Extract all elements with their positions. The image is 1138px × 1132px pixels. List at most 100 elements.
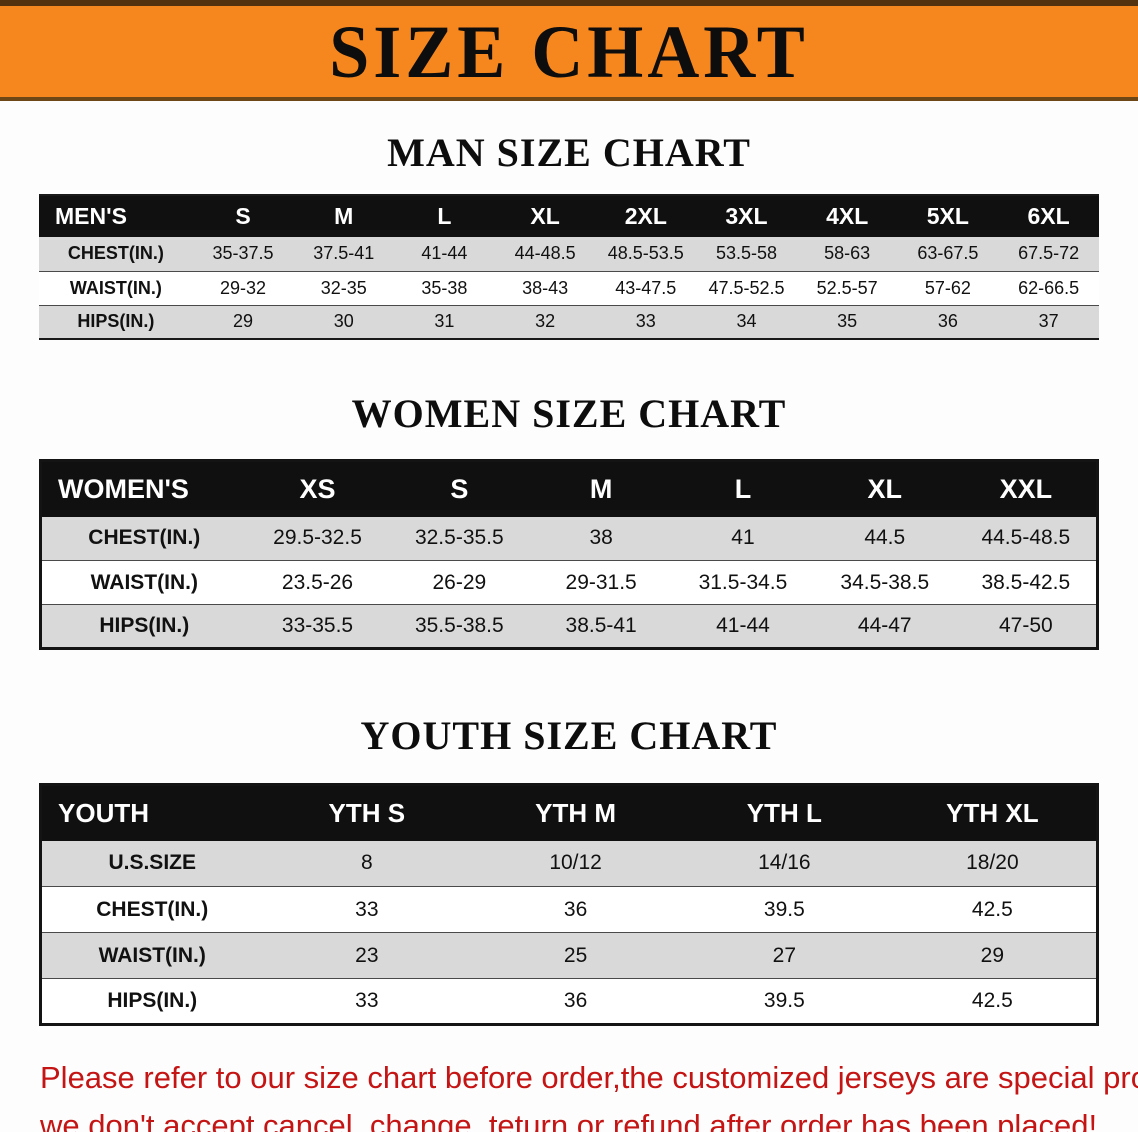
section-women: WOMEN SIZE CHART WOMEN'S XS S M L XL XXL CHEST(… xyxy=(0,390,1138,650)
notice-line-1: Please refer to our size chart before or… xyxy=(40,1060,1138,1095)
size-header-cell: 6XL xyxy=(998,195,1099,237)
measurement-row: HIPS(IN.) 29 30 31 32 33 34 35 36 37 xyxy=(39,305,1099,339)
value-cell: 43-47.5 xyxy=(615,277,677,298)
measurement-row: WAIST(IN.) 23.5-26 26-29 29-31.5 31.5-34.5 34… xyxy=(40,560,1098,605)
value-cell: 39.5 xyxy=(763,897,805,921)
value-cell: 35.5-38.5 xyxy=(414,614,504,637)
value-cell: 33-35.5 xyxy=(281,614,354,637)
measurement-row: U.S.SIZE 8 10/12 14/16 18/20 xyxy=(40,840,1098,887)
row-label-cell: HIPS(IN.) xyxy=(99,614,190,637)
value-cell: 37.5-41 xyxy=(313,243,375,264)
value-cell: 36 xyxy=(937,311,958,332)
value-cell: 62-66.5 xyxy=(1018,277,1080,298)
value-cell: 38-43 xyxy=(522,277,569,298)
size-header-cell: XXL xyxy=(955,460,1098,517)
women-size-table: WOMEN'S XS S M L XL XXL CHEST(IN.) 29.5-32.5 32.5… xyxy=(39,459,1099,650)
size-header-cell: YTH XL xyxy=(888,784,1098,841)
value-cell: 58-63 xyxy=(824,243,871,264)
value-cell: 35-38 xyxy=(421,277,468,298)
value-cell: 44-47 xyxy=(857,614,912,637)
size-header-cell: YTH L xyxy=(679,784,889,841)
measurement-row: HIPS(IN.) 33-35.5 35.5-38.5 38.5-41 41-44 44-… xyxy=(40,604,1098,649)
table-title-cell: MEN'S xyxy=(39,195,193,237)
value-cell: 34 xyxy=(736,311,757,332)
men-size-table: MEN'S S M L XL 2XL 3XL 4XL 5XL 6XL CHEST(IN.) 35-37… xyxy=(39,194,1099,340)
value-cell: 32-35 xyxy=(320,277,367,298)
value-cell: 32.5-35.5 xyxy=(414,526,504,550)
youth-size-table: YOUTH YTH S YTH M YTH L YTH XL U.S.SIZE 8 10/12… xyxy=(39,783,1099,1026)
value-cell: 47.5-52.5 xyxy=(708,277,785,298)
row-label-cell: HIPS(IN.) xyxy=(107,989,198,1012)
youth-section-heading: YOUTH SIZE CHART xyxy=(360,713,778,758)
value-cell: 38 xyxy=(589,526,613,550)
value-cell: 29-32 xyxy=(220,277,267,298)
value-cell: 29.5-32.5 xyxy=(273,526,362,550)
notice-line-2: we don't accept cancel, change, teturn o… xyxy=(40,1108,1098,1132)
value-cell: 42.5 xyxy=(971,897,1013,921)
value-cell: 38.5-42.5 xyxy=(981,570,1071,594)
value-cell: 37 xyxy=(1038,311,1059,332)
value-cell: 41 xyxy=(731,526,755,550)
row-label-cell: U.S.SIZE xyxy=(108,851,196,875)
value-cell: 63-67.5 xyxy=(917,243,979,264)
value-cell: 27 xyxy=(772,943,797,967)
row-label-cell: HIPS(IN.) xyxy=(77,311,155,332)
value-cell: 38.5-41 xyxy=(565,614,637,637)
value-cell: 39.5 xyxy=(763,989,805,1012)
row-label-cell: WAIST(IN.) xyxy=(98,943,206,967)
banner: SIZE CHART xyxy=(0,0,1138,101)
measurement-row: CHEST(IN.) 35-37.5 37.5-41 41-44 44-48.5 48.5… xyxy=(39,237,1099,271)
measurement-row: CHEST(IN.) 29.5-32.5 32.5-35.5 38 41 44.5 44.5… xyxy=(40,516,1098,561)
row-label-cell: CHEST(IN.) xyxy=(96,897,209,921)
page-title: SIZE CHART xyxy=(329,9,809,94)
value-cell: 44.5 xyxy=(864,526,906,550)
value-cell: 29 xyxy=(980,943,1005,967)
size-header-cell: S xyxy=(388,460,531,517)
value-cell: 14/16 xyxy=(758,851,811,875)
value-cell: 30 xyxy=(333,311,354,332)
value-cell: 36 xyxy=(563,897,588,921)
value-cell: 53.5-58 xyxy=(715,243,777,264)
size-header-cell: 2XL xyxy=(595,195,697,237)
value-cell: 35 xyxy=(837,311,858,332)
size-header-cell: L xyxy=(394,195,495,237)
value-cell: 41-44 xyxy=(421,243,468,264)
size-header-cell: S xyxy=(192,195,294,237)
value-cell: 8 xyxy=(361,851,373,875)
section-youth: YOUTH SIZE CHART YOUTH YTH S YTH M YTH L YTH… xyxy=(0,712,1138,1026)
table-title-cell: YOUTH xyxy=(40,784,263,841)
value-cell: 23.5-26 xyxy=(281,570,354,594)
row-label-cell: CHEST(IN.) xyxy=(88,526,201,550)
value-cell: 33 xyxy=(635,311,656,332)
value-cell: 18/20 xyxy=(966,851,1019,875)
value-cell: 33 xyxy=(355,989,379,1012)
value-cell: 44.5-48.5 xyxy=(981,526,1071,550)
measurement-row: HIPS(IN.) 33 36 39.5 42.5 xyxy=(40,978,1098,1025)
value-cell: 33 xyxy=(355,897,379,921)
size-header-cell: 3XL xyxy=(696,195,797,237)
size-header-cell: XL xyxy=(813,460,956,517)
value-cell: 35-37.5 xyxy=(212,243,274,264)
value-cell: 47-50 xyxy=(998,614,1053,637)
value-cell: 26-29 xyxy=(432,570,487,594)
value-cell: 41-44 xyxy=(716,614,770,637)
value-cell: 32 xyxy=(535,311,556,332)
value-cell: 42.5 xyxy=(971,989,1013,1012)
table-header-row: WOMEN'S XS S M L XL XXL xyxy=(40,460,1098,517)
size-header-cell: 5XL xyxy=(897,195,999,237)
row-label-cell: CHEST(IN.) xyxy=(67,243,164,264)
value-cell: 34.5-38.5 xyxy=(840,570,930,594)
table-title-cell: WOMEN'S xyxy=(40,460,247,517)
value-cell: 31 xyxy=(434,311,455,332)
size-header-cell: M xyxy=(530,460,673,517)
value-cell: 10/12 xyxy=(549,851,602,875)
size-header-cell: XS xyxy=(246,460,389,517)
size-header-cell: 4XL xyxy=(796,195,898,237)
women-section-heading: WOMEN SIZE CHART xyxy=(351,391,787,436)
value-cell: 25 xyxy=(563,943,588,967)
value-cell: 52.5-57 xyxy=(816,277,878,298)
measurement-row: CHEST(IN.) 33 36 39.5 42.5 xyxy=(40,886,1098,933)
value-cell: 29 xyxy=(233,311,254,332)
size-header-cell: YTH M xyxy=(471,784,680,841)
